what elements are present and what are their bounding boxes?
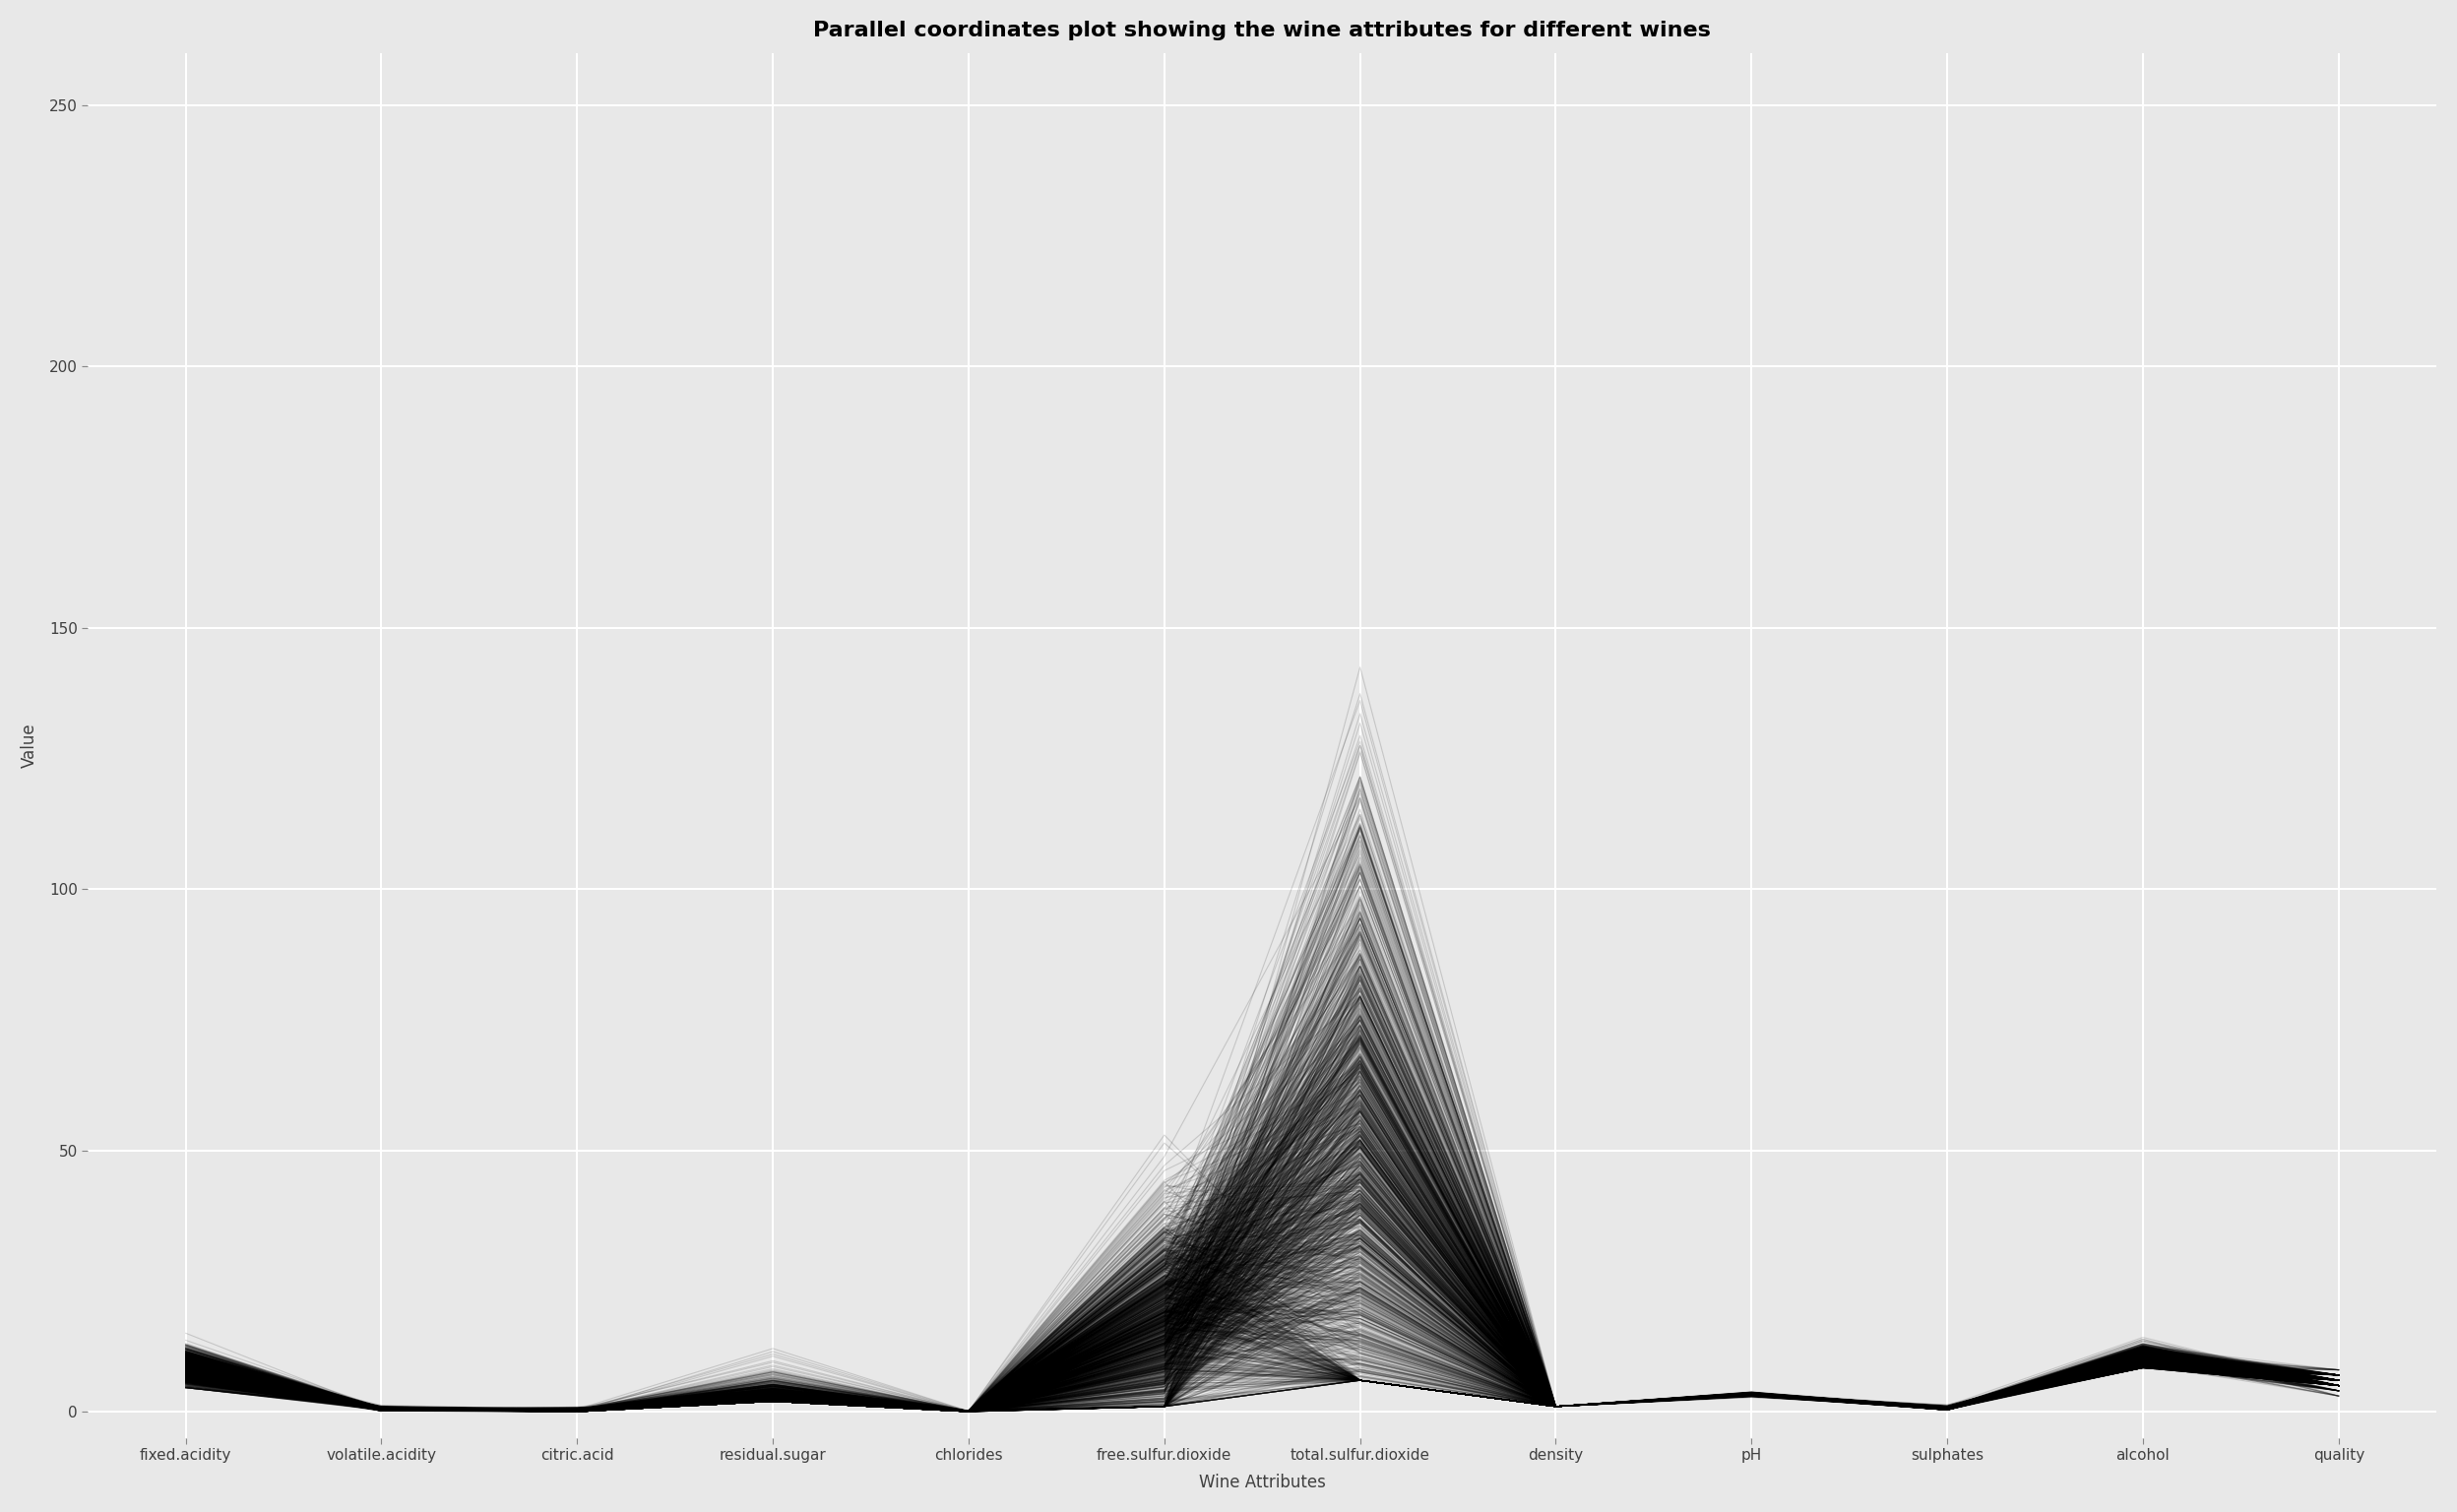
- Y-axis label: Value: Value: [20, 723, 39, 768]
- X-axis label: Wine Attributes: Wine Attributes: [1199, 1474, 1327, 1491]
- Title: Parallel coordinates plot showing the wine attributes for different wines: Parallel coordinates plot showing the wi…: [813, 21, 1710, 41]
